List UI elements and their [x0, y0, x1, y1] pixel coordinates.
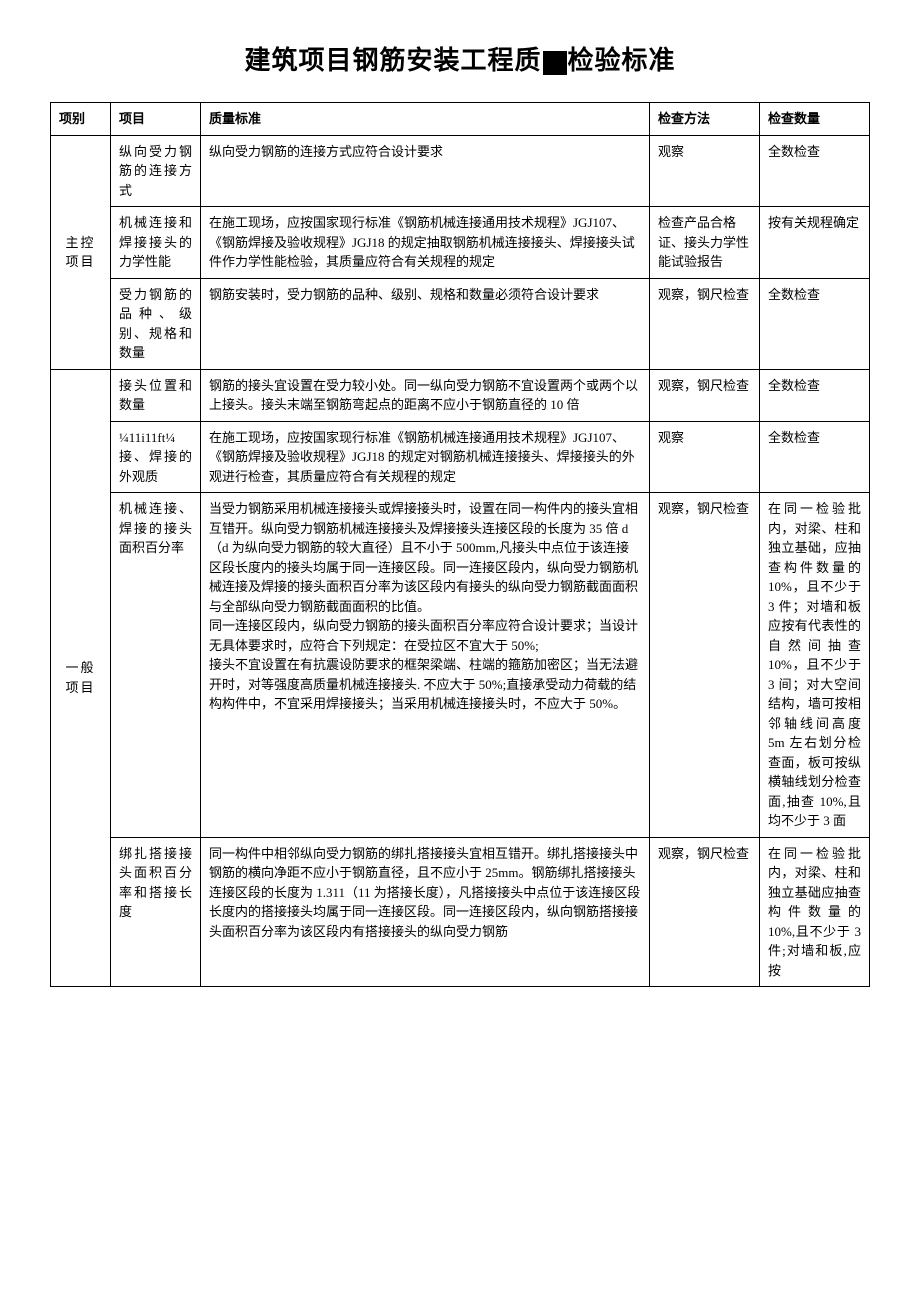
table-row: 机械连接和焊接接头的力学性能 在施工现场，应按国家现行标准《钢筋机械连接通用技术… — [51, 207, 870, 279]
category-main: 主控项目 — [51, 135, 111, 369]
table-row: 主控项目 纵向受力钢筋的连接方式 纵向受力钢筋的连接方式应符合设计要求 观察 全… — [51, 135, 870, 207]
method-cell: 观察，钢尺检查 — [650, 278, 760, 369]
standard-cell: 钢筋安装时，受力钢筋的品种、级别、规格和数量必须符合设计要求 — [201, 278, 650, 369]
method-cell: 检查产品合格证、接头力学性能试验报告 — [650, 207, 760, 279]
header-standard: 质量标准 — [201, 103, 650, 136]
header-method: 检查方法 — [650, 103, 760, 136]
header-item: 项目 — [111, 103, 201, 136]
standard-cell: 当受力钢筋采用机械连接接头或焊接接头时，设置在同一构件内的接头宜相互错开。纵向受… — [201, 493, 650, 838]
table-row: 一般项目 接头位置和数量 钢筋的接头宜设置在受力较小处。同一纵向受力钢筋不宜设置… — [51, 369, 870, 421]
qty-cell: 全数检查 — [760, 135, 870, 207]
item-cell: 接头位置和数量 — [111, 369, 201, 421]
standard-cell: 纵向受力钢筋的连接方式应符合设计要求 — [201, 135, 650, 207]
qty-cell: 按有关规程确定 — [760, 207, 870, 279]
method-cell: 观察 — [650, 421, 760, 493]
method-cell: 观察 — [650, 135, 760, 207]
qty-cell: 全数检查 — [760, 278, 870, 369]
standard-cell: 在施工现场，应按国家现行标准《钢筋机械连接通用技术规程》JGJ107、《钢筋焊接… — [201, 207, 650, 279]
title-suffix: 检验标准 — [568, 46, 676, 75]
item-cell: 机械连接和焊接接头的力学性能 — [111, 207, 201, 279]
standard-cell: 在施工现场，应按国家现行标准《钢筋机械连接通用技术规程》JGJ107、《钢筋焊接… — [201, 421, 650, 493]
page-title: 建筑项目钢筋安装工程质检验标准 — [50, 40, 870, 77]
item-cell: ¼11i11ft¼ 接、焊接的外观质 — [111, 421, 201, 493]
table-row: 机械连接、焊接的接头面积百分率 当受力钢筋采用机械连接接头或焊接接头时，设置在同… — [51, 493, 870, 838]
table-row: 受力钢筋的品种、级别、规格和数量 钢筋安装时，受力钢筋的品种、级别、规格和数量必… — [51, 278, 870, 369]
item-cell: 机械连接、焊接的接头面积百分率 — [111, 493, 201, 838]
standards-table: 项别 项目 质量标准 检查方法 检查数量 主控项目 纵向受力钢筋的连接方式 纵向… — [50, 102, 870, 987]
qty-cell: 全数检查 — [760, 369, 870, 421]
header-qty: 检查数量 — [760, 103, 870, 136]
method-cell: 观察，钢尺检查 — [650, 369, 760, 421]
standard-cell: 同一构件中相邻纵向受力钢筋的绑扎搭接接头宜相互错开。绑扎搭接接头中钢筋的横向净距… — [201, 837, 650, 987]
qty-cell: 在同一检验批内，对梁、柱和独立基础应抽查构件数量的 10%,且不少于 3 件;对… — [760, 837, 870, 987]
table-header-row: 项别 项目 质量标准 检查方法 检查数量 — [51, 103, 870, 136]
redacted-box — [543, 51, 567, 75]
item-cell: 受力钢筋的品种、级别、规格和数量 — [111, 278, 201, 369]
method-cell: 观察，钢尺检查 — [650, 493, 760, 838]
header-category: 项别 — [51, 103, 111, 136]
table-row: 绑扎搭接接头面积百分率和搭接长度 同一构件中相邻纵向受力钢筋的绑扎搭接接头宜相互… — [51, 837, 870, 987]
qty-cell: 在同一检验批内，对梁、柱和独立基础，应抽查构件数量的 10%，且不少于 3 件；… — [760, 493, 870, 838]
item-cell: 纵向受力钢筋的连接方式 — [111, 135, 201, 207]
table-row: ¼11i11ft¼ 接、焊接的外观质 在施工现场，应按国家现行标准《钢筋机械连接… — [51, 421, 870, 493]
category-general: 一般项目 — [51, 369, 111, 987]
method-cell: 观察，钢尺检查 — [650, 837, 760, 987]
item-cell: 绑扎搭接接头面积百分率和搭接长度 — [111, 837, 201, 987]
title-prefix: 建筑项目钢筋安装工程质 — [244, 46, 541, 75]
qty-cell: 全数检查 — [760, 421, 870, 493]
standard-cell: 钢筋的接头宜设置在受力较小处。同一纵向受力钢筋不宜设置两个或两个以上接头。接头末… — [201, 369, 650, 421]
